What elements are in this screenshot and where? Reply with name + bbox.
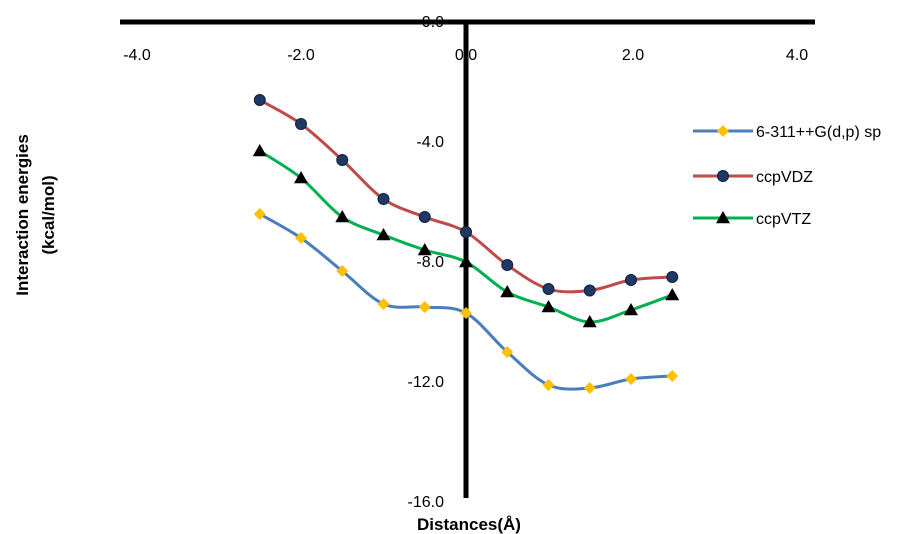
data-point-marker bbox=[336, 265, 349, 277]
series-diamond bbox=[253, 208, 679, 394]
data-point-marker bbox=[418, 301, 431, 313]
data-point-marker bbox=[377, 298, 390, 310]
y-tick-label: -8.0 bbox=[416, 254, 444, 271]
data-point-marker bbox=[377, 193, 390, 205]
y-axis-title-line: Interaction energies bbox=[13, 134, 32, 296]
data-point-marker bbox=[417, 243, 432, 256]
data-point-marker bbox=[501, 259, 514, 271]
data-point-marker bbox=[253, 94, 266, 106]
series-layer bbox=[252, 94, 680, 394]
data-point-marker bbox=[542, 379, 555, 391]
data-point-marker bbox=[582, 315, 597, 328]
series-circle bbox=[253, 94, 679, 297]
data-point-marker bbox=[460, 226, 472, 238]
legend-swatch-marker bbox=[717, 125, 729, 137]
legend-swatch-marker bbox=[716, 211, 730, 224]
legend-marker bbox=[717, 125, 729, 137]
data-point-marker bbox=[541, 300, 556, 313]
x-tick-label: -2.0 bbox=[287, 47, 315, 64]
x-tick-label: 2.0 bbox=[622, 47, 644, 64]
data-point-marker bbox=[624, 303, 638, 316]
x-tick-label: -4.0 bbox=[123, 47, 151, 64]
data-point-marker bbox=[376, 228, 391, 241]
legend-item: ccpVTZ bbox=[693, 211, 811, 228]
data-point-marker bbox=[336, 154, 349, 166]
y-tick-label: -4.0 bbox=[416, 134, 444, 151]
x-axis-title: Distances(Å) bbox=[417, 515, 521, 534]
y-tick-labels: 0.0 -4.0 -8.0 -12.0 -16.0 bbox=[408, 14, 445, 511]
series-triangle bbox=[252, 144, 680, 328]
legend-label: 6-311++G(d,p) sp bbox=[756, 124, 881, 141]
y-axis-title-line: (kcal/mol) bbox=[39, 175, 58, 254]
data-point-marker bbox=[501, 346, 514, 358]
x-tick-labels: -4.0 -2.0 0.0 2.0 4.0 bbox=[123, 47, 808, 64]
data-point-marker bbox=[253, 208, 266, 220]
data-point-marker bbox=[500, 285, 515, 298]
legend: 6-311++G(d,p) sp ccpVDZ ccpVTZ bbox=[693, 124, 881, 228]
y-tick-label: -12.0 bbox=[408, 374, 445, 391]
legend-label: ccpVTZ bbox=[756, 211, 811, 228]
data-point-marker bbox=[542, 283, 555, 295]
y-tick-label: -16.0 bbox=[408, 494, 445, 511]
x-tick-label: 4.0 bbox=[786, 47, 808, 64]
data-point-marker bbox=[665, 288, 680, 301]
y-axis-title: Interaction energies (kcal/mol) bbox=[13, 134, 58, 296]
legend-item: ccpVDZ bbox=[693, 169, 813, 186]
data-point-marker bbox=[583, 382, 596, 394]
data-point-marker bbox=[295, 232, 307, 244]
data-point-marker bbox=[625, 274, 637, 286]
data-point-marker bbox=[252, 144, 267, 157]
data-point-marker bbox=[459, 255, 473, 268]
legend-marker bbox=[717, 170, 729, 182]
legend-marker bbox=[716, 211, 730, 224]
legend-label: ccpVDZ bbox=[756, 169, 813, 186]
data-point-marker bbox=[418, 211, 431, 223]
data-point-marker bbox=[295, 118, 307, 130]
x-tick-label: 0.0 bbox=[455, 47, 477, 64]
legend-item: 6-311++G(d,p) sp bbox=[693, 124, 881, 141]
data-point-marker bbox=[294, 171, 308, 184]
data-point-marker bbox=[666, 370, 679, 382]
y-tick-label: 0.0 bbox=[422, 14, 444, 31]
data-point-marker bbox=[583, 284, 596, 297]
data-point-marker bbox=[335, 210, 350, 223]
data-point-marker bbox=[666, 271, 679, 283]
data-point-marker bbox=[625, 373, 637, 385]
data-point-marker bbox=[460, 307, 472, 319]
legend-swatch-marker bbox=[717, 170, 729, 182]
